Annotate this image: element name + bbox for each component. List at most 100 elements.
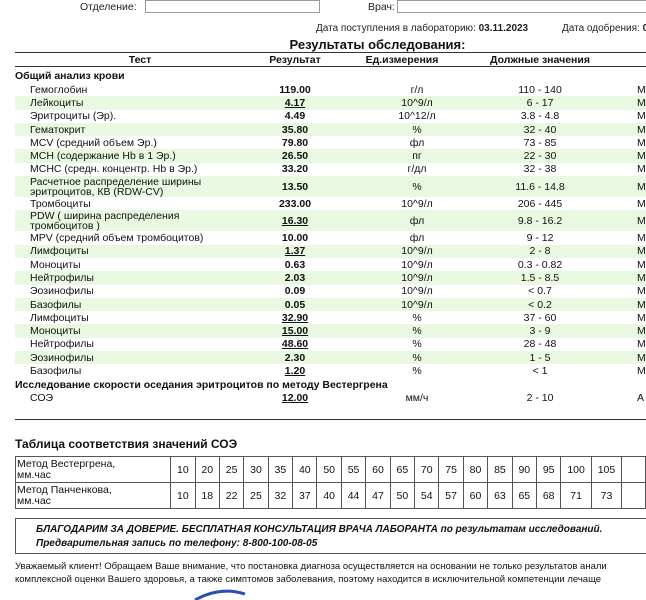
- test-reference: 0.3 - 0.82: [517, 258, 563, 271]
- test-reference: 37 - 60: [523, 311, 557, 324]
- result-row: Базофилы 0.05 10^9/л < 0.2 М: [15, 297, 646, 312]
- test-result: 1.37: [284, 245, 306, 258]
- test-name: MCH (содержание Hb в 1 Эр.): [30, 150, 176, 163]
- test-name: Лимфоциты: [30, 245, 89, 258]
- test-name: MCHC (средн. концентр. Hb в Эр.): [30, 163, 198, 176]
- esr-value: 90: [511, 456, 538, 483]
- esr-value: 63: [487, 482, 513, 509]
- test-result: 0.63: [284, 258, 306, 271]
- esr-value: 10: [170, 456, 196, 483]
- esr-value: 70: [414, 456, 440, 483]
- test-reference: 2 - 10: [526, 392, 554, 405]
- esr-value: 60: [462, 482, 489, 509]
- page-title: Результаты обследования:: [289, 37, 466, 52]
- esr-value: 73: [590, 482, 623, 509]
- result-row: Лейкоциты 4.17 10^9/л 6 - 17 М: [15, 96, 646, 110]
- doctor-label: Врач:: [368, 1, 395, 13]
- test-method: М: [637, 214, 646, 227]
- test-unit: 10^9/л: [401, 96, 433, 109]
- test-result: 4.49: [284, 110, 306, 123]
- test-method: М: [637, 110, 646, 123]
- test-unit: 10^12/л: [398, 110, 436, 123]
- test-result: 33.20: [281, 163, 309, 176]
- esr-value: 25: [218, 456, 245, 483]
- test-unit: 10^9/л: [401, 197, 433, 210]
- test-name: Нейтрофилы: [30, 338, 94, 351]
- result-row: Моноциты 0.63 10^9/л 0.3 - 0.82 М: [15, 258, 646, 271]
- test-result: 32.90: [281, 311, 309, 324]
- esr-value: 54: [414, 482, 440, 509]
- esr-value: 47: [365, 482, 391, 509]
- test-unit: г/л: [410, 83, 424, 96]
- test-result: 10.00: [281, 232, 309, 245]
- test-name: Моноциты: [30, 258, 81, 271]
- test-unit: фл: [409, 214, 425, 227]
- col-unit: Ед.измерения: [365, 54, 439, 66]
- test-name: Базофилы: [30, 364, 82, 377]
- test-unit: фл: [409, 232, 425, 245]
- test-result: 1.20: [284, 364, 306, 377]
- test-method: М: [637, 197, 646, 210]
- test-reference: 22 - 30: [523, 150, 557, 163]
- test-method: М: [637, 338, 646, 351]
- esr-value: 37: [292, 482, 318, 509]
- test-result: 13.50: [281, 180, 309, 193]
- test-result: 26.50: [281, 150, 309, 163]
- test-method: М: [637, 298, 646, 311]
- approved-date: Дата одобрения: 0: [562, 23, 646, 34]
- test-method: М: [637, 258, 646, 271]
- test-name: Эозинофилы: [30, 285, 94, 298]
- test-reference: 206 - 445: [517, 197, 563, 210]
- result-row: MCV (средний объем Эр.) 79.80 фл 73 - 85 М: [15, 136, 646, 149]
- esr-value: 20: [194, 456, 220, 483]
- test-name: Лейкоциты: [30, 96, 84, 109]
- esr-value: 75: [438, 456, 464, 483]
- approved-label: Дата одобрения:: [562, 23, 640, 34]
- lab-logo: [194, 589, 246, 600]
- col-result: Результат: [269, 54, 321, 66]
- esr-value: 25: [243, 482, 269, 509]
- esr-value: 40: [292, 456, 318, 483]
- test-name: СОЭ: [30, 392, 54, 405]
- result-row: Гематокрит 35.80% 32 - 40 М: [15, 122, 646, 137]
- esr-value: 105: [590, 456, 623, 483]
- esr-value: 55: [340, 456, 367, 483]
- test-method: М: [637, 351, 646, 364]
- test-reference: 6 - 17: [526, 96, 554, 109]
- test-method: М: [637, 271, 646, 284]
- test-reference: 28 - 48: [523, 338, 557, 351]
- test-reference: 32 - 38: [523, 163, 557, 176]
- esr-value: 95: [535, 456, 562, 483]
- esr-value: 80: [462, 456, 489, 483]
- test-method: М: [637, 325, 646, 338]
- test-unit: %: [412, 325, 422, 338]
- test-reference: 9 - 12: [526, 232, 554, 245]
- esr-value: 35: [267, 456, 294, 483]
- esr-value: 65: [511, 482, 538, 509]
- test-name: Базофилы: [30, 298, 82, 311]
- notice-box: БЛАГОДАРИМ ЗА ДОВЕРИЕ. БЕСПЛАТНАЯ КОНСУЛ…: [15, 518, 646, 554]
- esr-method-label: Метод Панченкова, мм.час: [14, 482, 172, 509]
- header-divider-top: [15, 52, 646, 53]
- test-reference: < 0.2: [528, 298, 552, 311]
- test-name: Эритроциты (Эр).: [30, 110, 117, 123]
- test-method: М: [637, 163, 646, 176]
- result-row: Тромбоциты 233.00 10^9/л 206 - 445 М: [15, 197, 646, 210]
- test-name: Эозинофилы: [30, 351, 94, 364]
- test-result: 2.03: [284, 271, 306, 284]
- test-method: М: [637, 285, 646, 298]
- test-name: Лимфоциты: [30, 311, 89, 324]
- esr-value: 10: [170, 482, 196, 509]
- test-result: 12.00: [281, 392, 309, 405]
- esr-value: 50: [389, 482, 416, 509]
- result-row: MCHC (средн. концентр. Hb в Эр.) 33.20 г/д…: [15, 163, 646, 176]
- notice-line2: Предварительная запись по телефону: 8-80…: [36, 538, 318, 549]
- esr-value: 65: [389, 456, 416, 483]
- test-method: М: [637, 123, 646, 136]
- test-unit: 10^9/л: [401, 271, 433, 284]
- esr-value-cut: [621, 456, 646, 483]
- notice-line1: БЛАГОДАРИМ ЗА ДОВЕРИЕ. БЕСПЛАТНАЯ КОНСУЛ…: [36, 524, 603, 535]
- test-unit: %: [412, 311, 422, 324]
- test-reference: 1.5 - 8.5: [520, 271, 560, 284]
- test-reference: 9.8 - 16.2: [517, 214, 563, 227]
